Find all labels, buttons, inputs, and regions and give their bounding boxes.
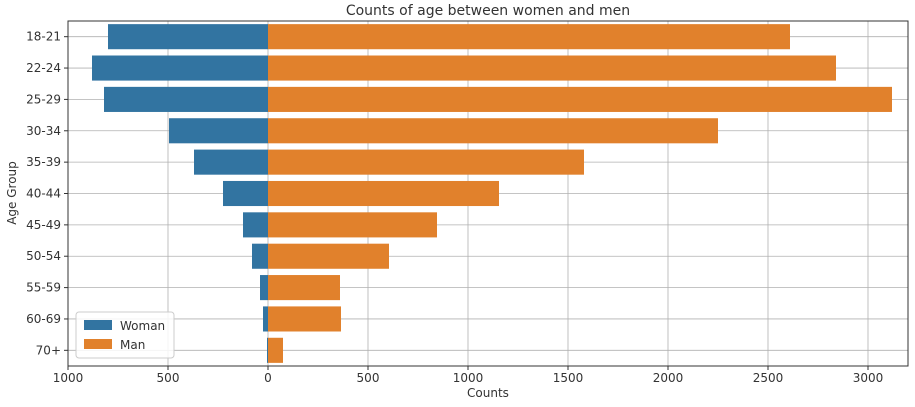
y-tick-label: 50-54 [26, 249, 61, 263]
bars [92, 24, 892, 363]
bar-man [268, 243, 389, 269]
y-tick-label: 45-49 [26, 218, 61, 232]
legend-label-man: Man [120, 338, 145, 352]
chart-title: Counts of age between women and men [346, 3, 630, 19]
bar-man [268, 24, 790, 50]
bar-woman [267, 337, 268, 363]
x-tick-label: 1500 [553, 371, 584, 385]
bar-man [268, 55, 836, 81]
bar-woman [194, 149, 268, 175]
bar-woman [92, 55, 268, 81]
y-axis-ticks: 18-21 22-24 25-29 30-34 35-39 40-44 45-49 50-54… [26, 30, 68, 357]
legend-label-woman: Woman [120, 319, 165, 333]
bar-woman [263, 306, 268, 332]
bar-man [268, 149, 584, 175]
bar-woman [169, 118, 268, 144]
x-tick-label: 2000 [653, 371, 684, 385]
bar-man [268, 337, 283, 363]
bar-man [268, 306, 341, 332]
bar-man [268, 275, 340, 301]
x-tick-label: 0 [264, 371, 272, 385]
x-axis-ticks: 1000 500 0 500 1000 1500 2000 2500 3000 [53, 366, 884, 385]
y-tick-label: 30-34 [26, 124, 61, 138]
y-tick-label: 55-59 [26, 281, 61, 295]
bar-woman [223, 180, 268, 207]
x-tick-label: 500 [357, 371, 380, 385]
y-tick-label: 40-44 [26, 187, 61, 201]
y-tick-label: 35-39 [26, 155, 61, 169]
bar-woman [104, 86, 268, 112]
y-tick-label: 25-29 [26, 92, 61, 106]
legend: Woman Man [75, 311, 175, 359]
y-tick-label: 60-69 [26, 312, 61, 326]
y-tick-label: 70+ [36, 343, 61, 357]
bar-woman [108, 24, 268, 50]
legend-swatch-woman [84, 320, 112, 330]
bar-man [268, 86, 892, 112]
y-tick-label: 22-24 [26, 61, 61, 75]
x-axis-label: Counts [467, 386, 509, 400]
legend-swatch-man [84, 339, 112, 349]
y-axis-label: Age Group [5, 161, 19, 225]
bar-woman [252, 243, 268, 269]
bar-woman [260, 275, 268, 301]
bar-man [268, 212, 437, 238]
bar-woman [243, 212, 268, 238]
y-tick-label: 18-21 [26, 30, 61, 44]
x-tick-label: 1000 [453, 371, 484, 385]
bar-man [268, 118, 718, 144]
bar-man [268, 180, 499, 207]
x-tick-label: 500 [157, 371, 180, 385]
x-tick-label: 3000 [853, 371, 884, 385]
x-tick-label: 2500 [753, 371, 784, 385]
x-tick-label: 1000 [53, 371, 84, 385]
